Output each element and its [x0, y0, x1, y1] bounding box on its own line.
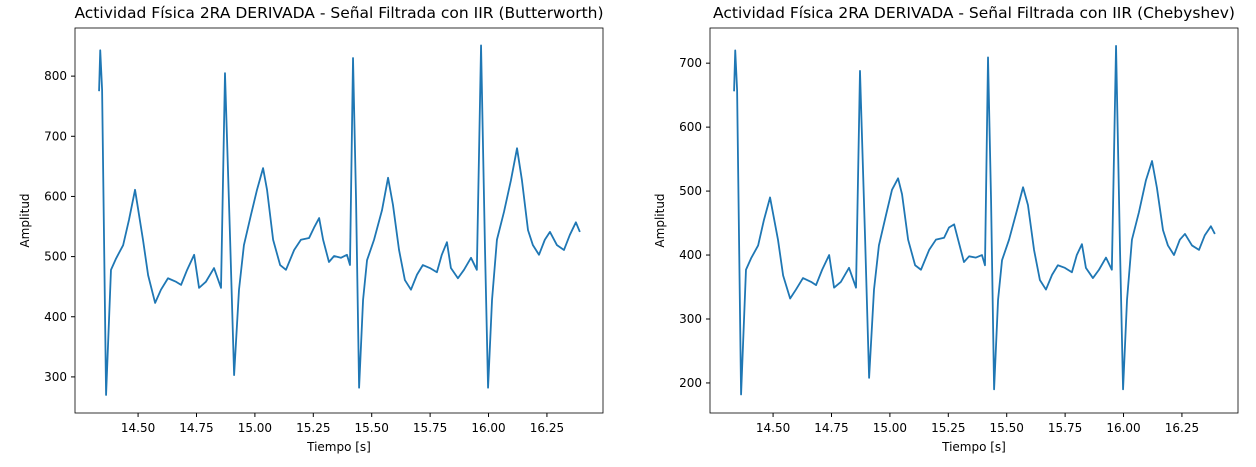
y-axis-label: Amplitud [653, 193, 667, 247]
x-tick-label: 16.25 [530, 421, 564, 435]
x-tick-label: 15.25 [296, 421, 330, 435]
line [733, 45, 1216, 396]
x-axis-label: Tiempo [s] [941, 440, 1006, 454]
y-tick-label: 600 [44, 189, 67, 203]
y-tick-label: 700 [44, 129, 67, 143]
y-tick-label: 600 [679, 120, 702, 134]
axes-frame [74, 27, 604, 414]
x-tick-label: 14.75 [179, 421, 213, 435]
x-tick-label: 14.50 [756, 421, 790, 435]
y-tick-label: 500 [679, 184, 702, 198]
axes-frame [709, 27, 1239, 414]
y-axis-label: Amplitud [18, 193, 32, 247]
y-tick-label: 300 [44, 370, 67, 384]
y-tick-label: 300 [679, 312, 702, 326]
y-tick-label: 800 [44, 69, 67, 83]
x-tick-label: 15.50 [355, 421, 389, 435]
chart-title: Actividad Física 2RA DERIVADA - Señal Fi… [74, 4, 603, 22]
y-tick-label: 200 [679, 376, 702, 390]
x-tick-label: 15.50 [990, 421, 1024, 435]
x-tick-label: 15.75 [413, 421, 447, 435]
x-tick-label: 16.00 [1106, 421, 1140, 435]
y-tick-label: 700 [679, 56, 702, 70]
x-tick-label: 15.00 [873, 421, 907, 435]
y-tick-label: 400 [44, 310, 67, 324]
x-tick-label: 15.75 [1048, 421, 1082, 435]
x-tick-label: 14.75 [814, 421, 848, 435]
x-tick-label: 16.00 [471, 421, 505, 435]
x-axis-label: Tiempo [s] [306, 440, 371, 454]
y-tick-label: 500 [44, 250, 67, 264]
y-tick-label: 400 [679, 248, 702, 262]
x-tick-label: 14.50 [121, 421, 155, 435]
x-tick-label: 16.25 [1165, 421, 1199, 435]
x-tick-label: 15.25 [931, 421, 965, 435]
x-tick-label: 15.00 [238, 421, 272, 435]
chart-title: Actividad Física 2RA DERIVADA - Señal Fi… [713, 4, 1235, 22]
line [98, 44, 581, 396]
